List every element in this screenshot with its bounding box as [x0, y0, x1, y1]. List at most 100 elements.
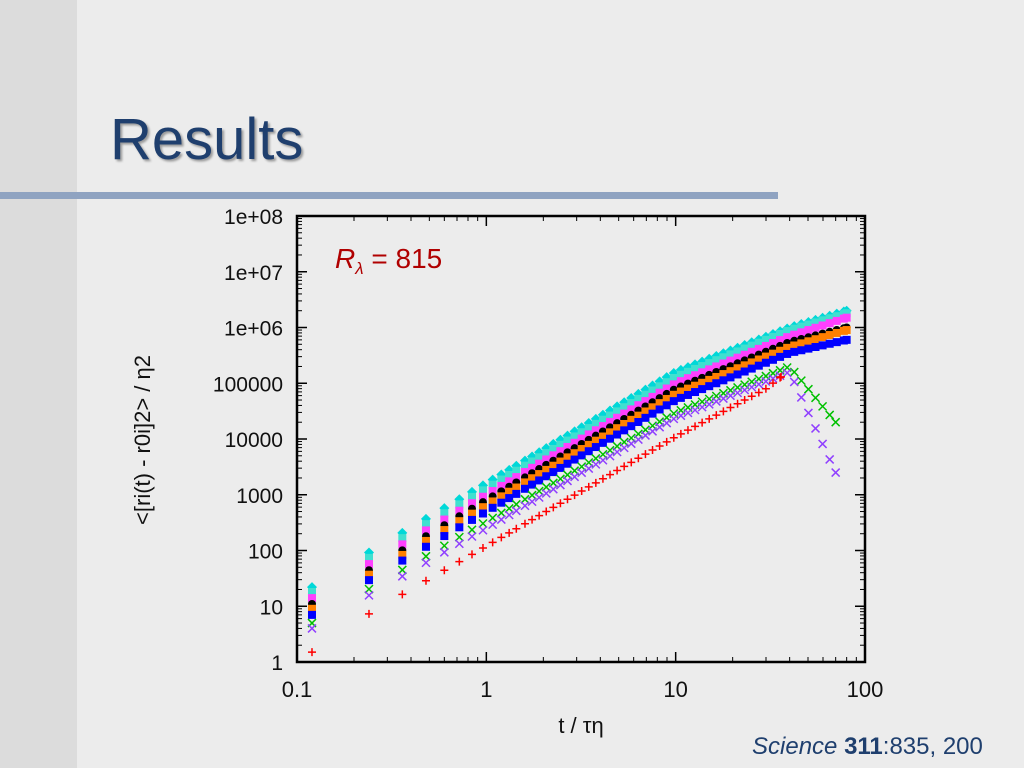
data-point [548, 484, 558, 494]
data-point [761, 335, 770, 344]
data-point [364, 553, 373, 562]
data-point [831, 468, 841, 478]
data-point [754, 379, 764, 389]
data-point [591, 478, 600, 487]
data-point [633, 435, 643, 445]
data-point [512, 466, 521, 475]
data-point [549, 444, 558, 453]
data-point [520, 461, 529, 470]
data-point [549, 451, 558, 460]
data-point [542, 465, 551, 474]
data-point [535, 453, 544, 462]
data-point [648, 409, 657, 418]
data-point [584, 430, 593, 439]
data-point [640, 430, 650, 440]
data-point [676, 429, 685, 438]
x-axis-label: t / τη [558, 713, 603, 738]
data-point [797, 339, 806, 348]
data-point [733, 353, 742, 362]
y-tick-label: 1 [271, 652, 283, 675]
data-point [577, 451, 586, 460]
data-point [570, 455, 579, 464]
data-point [455, 506, 464, 515]
data-point [488, 497, 497, 506]
data-point [832, 316, 841, 325]
data-point [719, 376, 728, 385]
data-point [655, 422, 665, 432]
data-point [598, 455, 608, 465]
data-point [613, 413, 622, 422]
data-point [467, 509, 476, 518]
data-point [556, 457, 565, 466]
x-tick-label: 1 [480, 677, 492, 702]
data-point [648, 446, 657, 455]
data-point [455, 557, 464, 566]
data-point [803, 384, 813, 394]
data-point [705, 365, 714, 374]
data-point [733, 347, 742, 356]
data-point [520, 478, 529, 487]
data-point [662, 401, 671, 410]
series-group [307, 335, 851, 619]
data-point [570, 449, 579, 458]
series-group [307, 309, 851, 597]
data-point [620, 419, 629, 428]
data-point [797, 346, 806, 355]
data-point [605, 451, 615, 461]
data-point [726, 403, 735, 412]
data-point [690, 405, 700, 415]
data-point [825, 454, 835, 464]
data-point [705, 382, 714, 391]
data-point [648, 386, 657, 395]
data-point [535, 459, 544, 468]
data-point [563, 453, 572, 462]
data-point [528, 515, 537, 524]
data-point [454, 532, 464, 542]
data-point [811, 323, 820, 332]
data-point [511, 506, 521, 516]
data-point [455, 517, 464, 526]
data-point [421, 520, 430, 529]
data-point [825, 339, 834, 348]
data-point [606, 411, 615, 420]
data-point [669, 397, 678, 406]
data-point [563, 442, 572, 451]
data-point [691, 371, 700, 380]
data-point [584, 447, 593, 456]
data-point [598, 415, 607, 424]
data-point [832, 312, 841, 321]
data-point [570, 438, 579, 447]
data-point [683, 390, 692, 399]
data-point [364, 570, 373, 579]
data-point [440, 515, 449, 524]
data-point [740, 350, 749, 359]
data-point [478, 492, 487, 501]
data-point [754, 338, 763, 347]
data-point [740, 396, 749, 405]
data-point [810, 393, 821, 403]
data-point [754, 388, 763, 397]
data-point [733, 388, 743, 398]
data-point [705, 375, 714, 384]
data-point [534, 492, 544, 503]
data-point [740, 385, 750, 395]
data-point [488, 487, 497, 496]
data-point [669, 374, 678, 383]
data-point [307, 610, 316, 619]
data-point [683, 367, 692, 376]
data-point [421, 542, 430, 551]
data-point [825, 410, 835, 420]
data-point [683, 426, 692, 435]
data-point [563, 436, 572, 445]
y-tick-label: 10000 [225, 429, 283, 452]
data-point [655, 441, 664, 450]
title-divider [0, 192, 778, 199]
data-point [796, 392, 806, 402]
data-point [803, 408, 813, 418]
data-point [542, 455, 551, 464]
data-point [584, 440, 593, 449]
data-point [620, 409, 629, 418]
data-point [634, 401, 643, 410]
data-point [726, 367, 735, 376]
data-point [505, 494, 514, 503]
